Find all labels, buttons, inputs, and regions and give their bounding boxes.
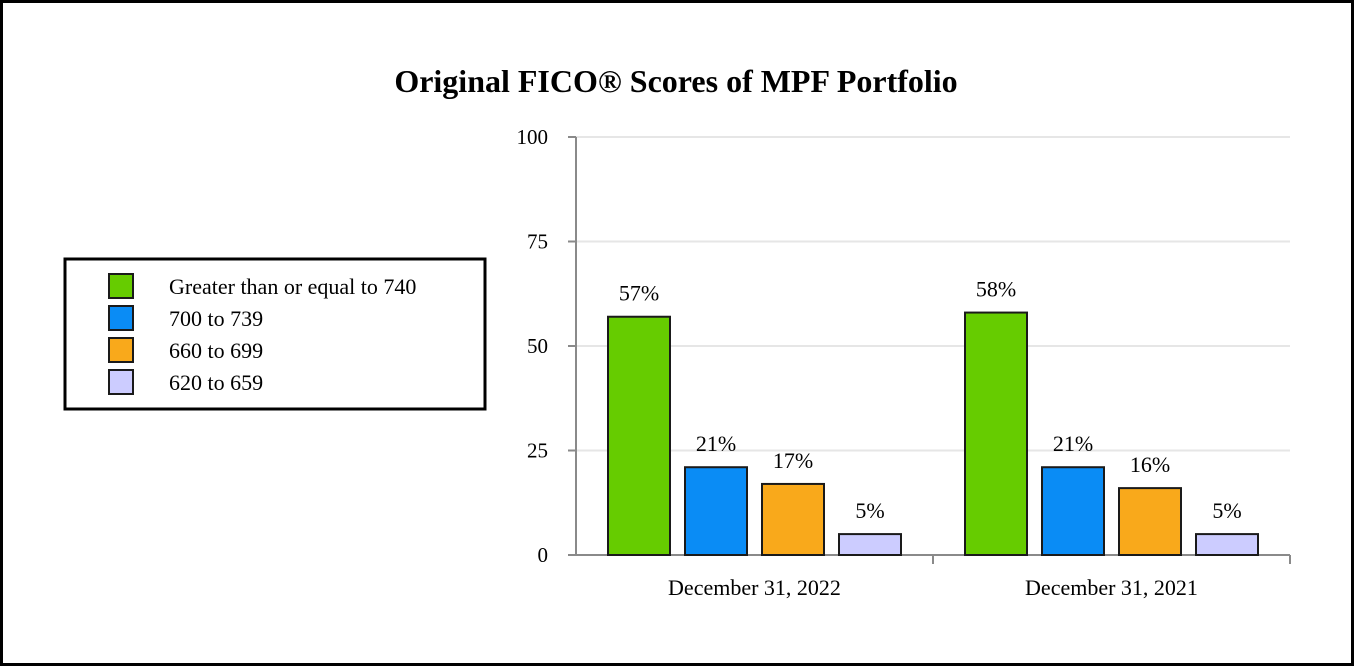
data-label: 5%: [855, 498, 884, 523]
x-category-label: December 31, 2022: [668, 575, 841, 600]
bars: [607, 311, 1259, 556]
legend-swatch: [108, 273, 134, 299]
legend-swatch: [108, 369, 134, 395]
legend: Greater than or equal to 740 700 to 739 66…: [63, 257, 487, 411]
legend-swatch: [108, 305, 134, 331]
data-label: 16%: [1130, 452, 1170, 477]
y-tick-label: 25: [527, 439, 548, 463]
bar: [761, 482, 825, 556]
data-label: 17%: [773, 448, 813, 473]
y-tick-label: 75: [527, 230, 548, 254]
y-tick-label: 100: [517, 125, 549, 149]
legend-label: 620 to 659: [169, 370, 263, 395]
y-tick-label: 0: [538, 543, 549, 567]
legend-label: Greater than or equal to 740: [169, 274, 416, 299]
x-axis-categories: December 31, 2022 December 31, 2021: [668, 555, 1291, 600]
data-label: 57%: [619, 281, 659, 306]
y-tick-label: 50: [527, 334, 548, 358]
y-axis-ticks: 0 25 50 75 100: [517, 125, 576, 567]
data-label: 21%: [1053, 431, 1093, 456]
bar: [684, 466, 748, 556]
data-label: 5%: [1212, 498, 1241, 523]
legend-label: 700 to 739: [169, 306, 263, 331]
legend-label: 660 to 699: [169, 338, 263, 363]
bar: [1195, 533, 1259, 556]
bar: [1041, 466, 1105, 556]
bar: [1118, 487, 1182, 556]
bar: [838, 533, 902, 556]
x-category-label: December 31, 2021: [1025, 575, 1198, 600]
data-label: 21%: [696, 431, 736, 456]
bar-chart: Original FICO® Scores of MPF Portfolio 0…: [63, 63, 1291, 600]
data-label: 58%: [976, 277, 1016, 302]
grid-lines: [576, 136, 1290, 452]
bar: [964, 311, 1028, 556]
data-labels: 57% 21% 17% 5% 58% 21% 16% 5%: [619, 277, 1242, 524]
chart-title: Original FICO® Scores of MPF Portfolio: [394, 63, 957, 99]
legend-swatch: [108, 337, 134, 363]
legend-box: [63, 257, 487, 411]
bar: [607, 315, 671, 556]
